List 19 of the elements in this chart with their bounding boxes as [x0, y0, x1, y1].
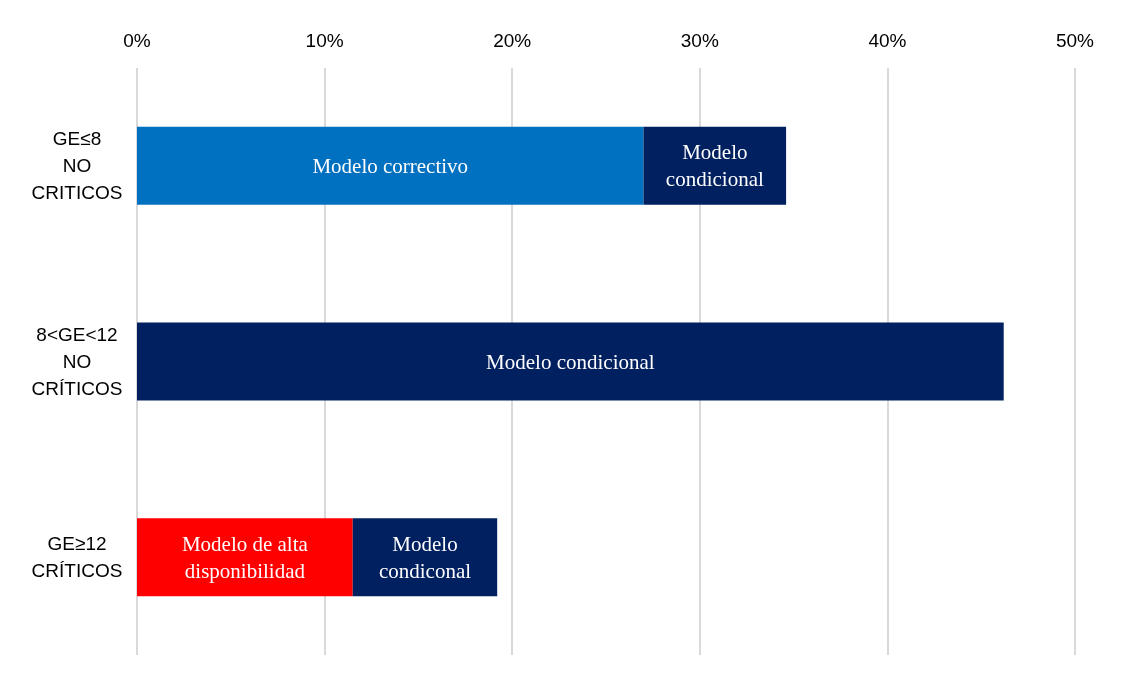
y-tick-label: 8<GE<12 NO CRÍTICOS: [31, 324, 123, 399]
data-label: Modelo condicional: [665, 140, 764, 192]
x-tick-label: 40%: [868, 30, 907, 51]
y-tick-label: GE≥12 CRÍTICOS: [31, 533, 123, 582]
bar: [643, 126, 787, 205]
bar: [137, 518, 353, 597]
bar: [137, 126, 644, 205]
bar: [137, 322, 1004, 401]
data-label: Modelo correctivo: [312, 153, 469, 178]
y-tick-label: GE≤8 NO CRITICOS: [31, 128, 123, 204]
data-label: Modelo condiconal: [378, 531, 472, 583]
bar: [352, 518, 498, 597]
x-tick-label: 0%: [123, 30, 151, 51]
x-tick-label: 10%: [305, 30, 344, 51]
x-tick-label: 50%: [1055, 30, 1095, 51]
data-label: Modelo condicional: [486, 349, 655, 374]
x-tick-label: 30%: [680, 30, 719, 51]
data-label: Modelo de alta disponibilidad: [181, 531, 309, 583]
x-tick-label: 20%: [493, 30, 532, 51]
